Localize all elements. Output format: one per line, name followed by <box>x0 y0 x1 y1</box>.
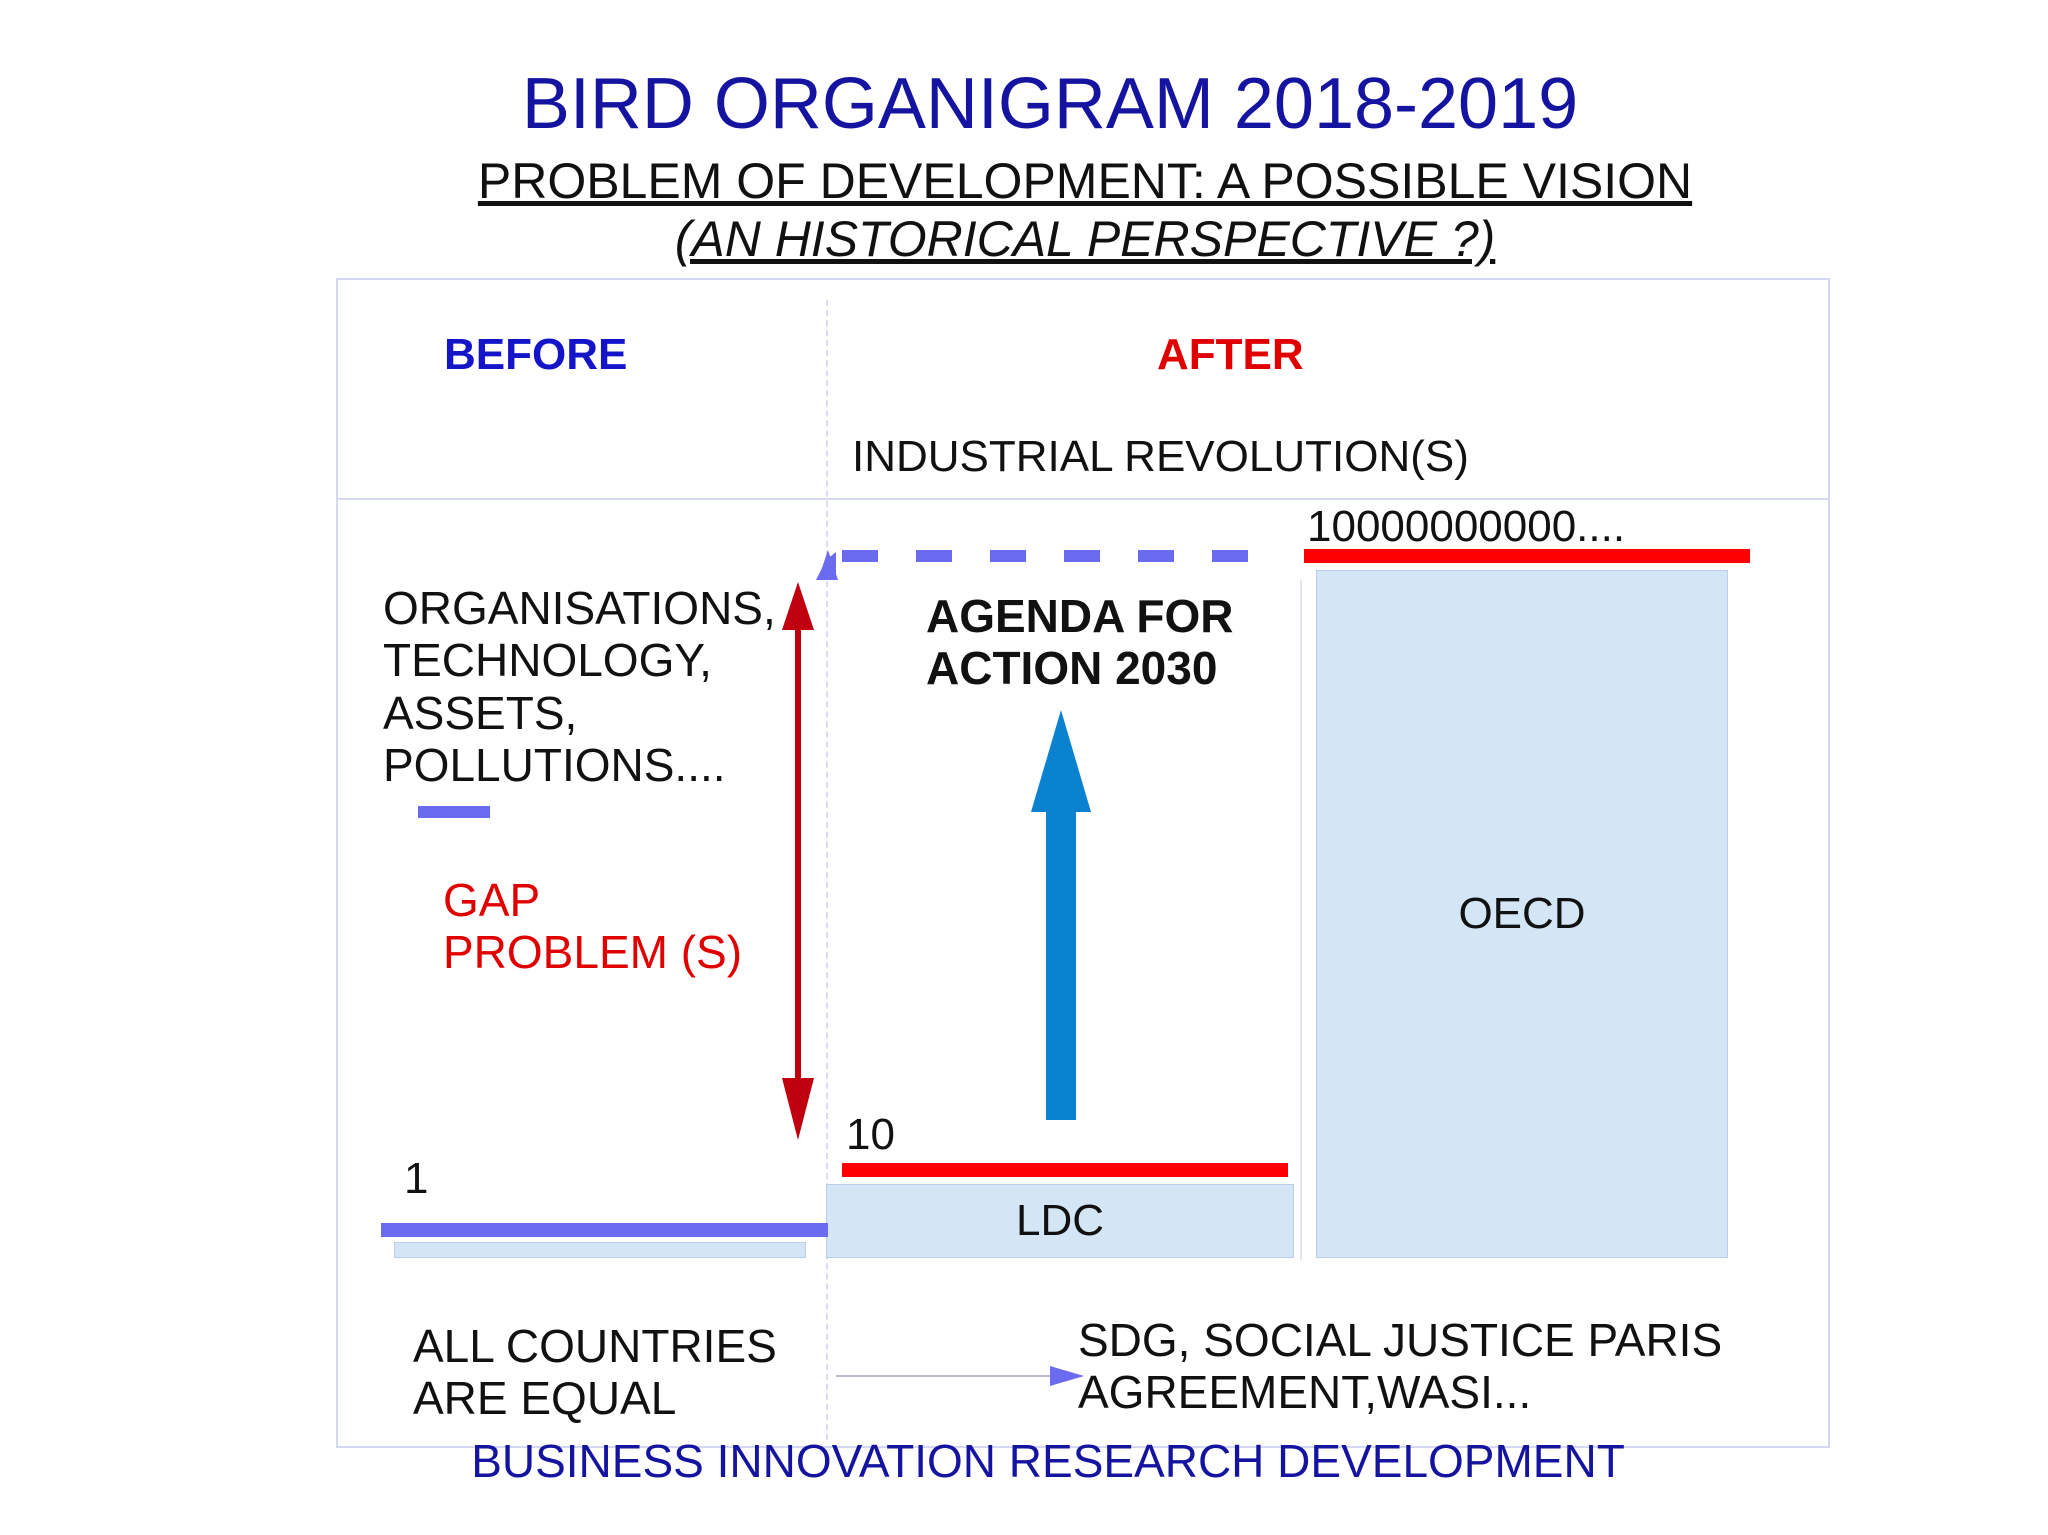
after-label: AFTER <box>1157 330 1304 379</box>
level-one-label: 1 <box>404 1154 429 1203</box>
agenda-line-1: AGENDA FOR <box>926 590 1234 642</box>
gap-line-1: GAP <box>443 874 541 926</box>
org-line-3: ASSETS, <box>383 686 578 739</box>
level-big-label: 10000000000.... <box>1307 502 1626 551</box>
all-countries-equal-text: ALL COUNTRIES ARE EQUAL <box>413 1320 777 1425</box>
equal-line-2: ARE EQUAL <box>413 1372 677 1425</box>
industrial-revolution-label: INDUSTRIAL REVOLUTION(S) <box>852 432 1469 481</box>
sdg-text: SDG, SOCIAL JUSTICE PARIS AGREEMENT,WASI… <box>1078 1314 1722 1419</box>
footer-text: BUSINESS INNOVATION RESEARCH DEVELOPMENT <box>471 1435 1625 1487</box>
sdg-line-1: SDG, SOCIAL JUSTICE PARIS <box>1078 1314 1723 1366</box>
oecd-label: OECD <box>1458 889 1586 938</box>
gap-text: GAP PROBLEM (S) <box>443 874 742 979</box>
agenda-line-2: ACTION 2030 <box>926 642 1218 695</box>
diagram-frame <box>336 278 1830 1448</box>
column-separator <box>1300 580 1302 1260</box>
header-separator <box>338 498 1828 500</box>
equal-line-1: ALL COUNTRIES <box>413 1320 777 1372</box>
sdg-line-2: AGREEMENT,WASI... <box>1078 1366 1532 1419</box>
subtitle: PROBLEM OF DEVELOPMENT: A POSSIBLE VISIO… <box>477 153 1693 209</box>
org-line-2: TECHNOLOGY, <box>383 634 712 687</box>
ldc-box: LDC <box>826 1184 1294 1258</box>
organisations-text: ORGANISATIONS, TECHNOLOGY, ASSETS, POLLU… <box>383 582 776 792</box>
level-ten-label: 10 <box>846 1110 895 1159</box>
ldc-label: LDC <box>1015 1196 1105 1245</box>
before-level-box <box>394 1242 806 1258</box>
org-line-4: POLLUTIONS.... <box>383 739 726 792</box>
agenda-text: AGENDA FOR ACTION 2030 <box>926 590 1234 695</box>
gap-line-2: PROBLEM (S) <box>443 926 743 979</box>
before-label: BEFORE <box>444 330 628 379</box>
page-title: BIRD ORGANIGRAM 2018-2019 <box>521 64 1579 144</box>
org-line-1: ORGANISATIONS, <box>383 582 776 634</box>
subtitle-perspective: (AN HISTORICAL PERSPECTIVE ?) <box>674 211 1496 267</box>
before-after-divider <box>826 300 828 1440</box>
oecd-box: OECD <box>1316 570 1728 1258</box>
